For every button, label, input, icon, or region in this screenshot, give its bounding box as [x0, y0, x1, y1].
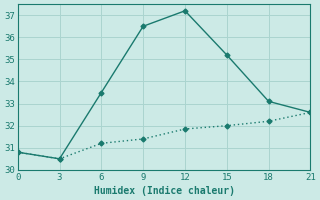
X-axis label: Humidex (Indice chaleur): Humidex (Indice chaleur) — [93, 186, 235, 196]
